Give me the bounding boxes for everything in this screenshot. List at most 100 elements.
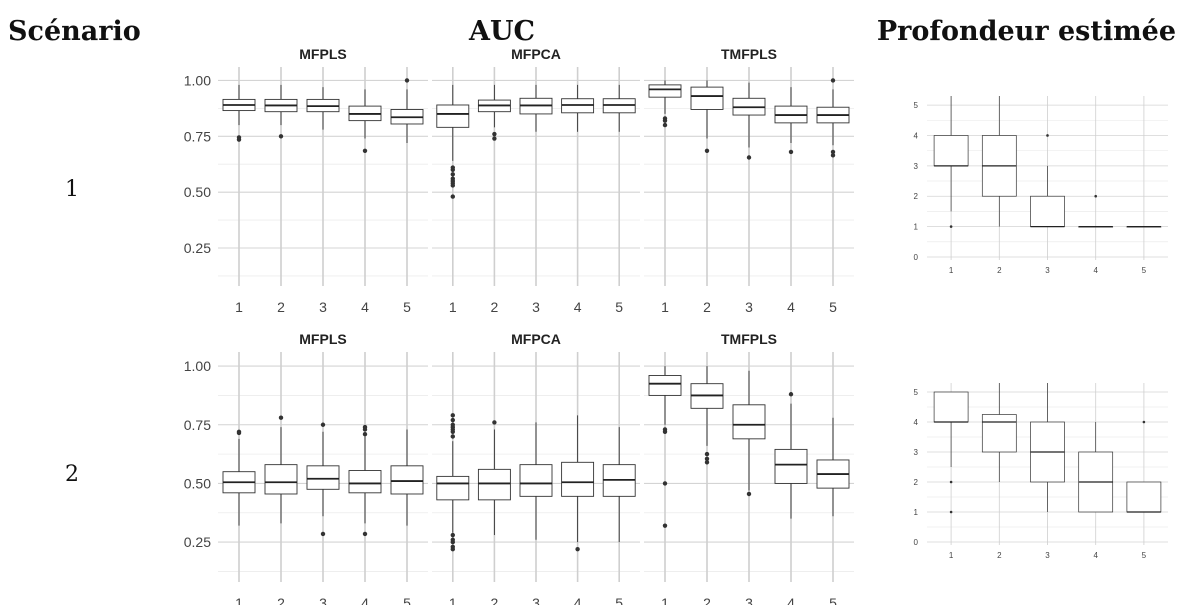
box-4 (348, 424, 382, 537)
box-1 (222, 429, 256, 526)
box-iqr (774, 448, 808, 484)
box-1 (933, 96, 969, 228)
x-tick-label: 4 (787, 595, 795, 605)
box-1 (648, 366, 682, 528)
box-2 (690, 366, 724, 465)
x-tick-label: 3 (1045, 551, 1050, 560)
box-3 (1030, 134, 1065, 228)
x-tick-label: 4 (361, 299, 369, 315)
box-2 (477, 84, 511, 141)
box-1 (648, 80, 682, 128)
outlier-point (830, 78, 836, 83)
outlier-point (830, 149, 836, 155)
box-3 (519, 84, 553, 132)
y-tick-label: 1 (914, 223, 919, 232)
outlier-point (492, 420, 497, 425)
panel-2-tmfpls: TMFPLS 1 2 3 4 5 (644, 331, 854, 605)
y-tick-label: 1.00 (184, 358, 211, 374)
outlier-point (320, 422, 326, 427)
outlier-point (404, 78, 410, 83)
panel-2-mfpls: MFPLS 0.25 0.50 0.75 1.00 1 2 3 4 5 (184, 331, 428, 605)
outlier-point (704, 451, 710, 457)
box-iqr (648, 375, 682, 396)
outlier-point (450, 417, 455, 423)
y-tick-label: 0.75 (184, 128, 211, 144)
y-tick-label: 0 (914, 253, 919, 262)
box-5 (602, 427, 636, 543)
x-tick-label: 4 (1093, 551, 1098, 560)
x-tick-label: 1 (235, 595, 243, 605)
outlier-point (662, 429, 668, 434)
y-tick-label: 3 (914, 162, 919, 171)
box-3 (732, 82, 766, 160)
box-iqr (690, 86, 724, 110)
outlier-point (704, 148, 710, 154)
outlier-point (450, 429, 455, 434)
box-3 (519, 422, 553, 540)
x-tick-label: 1 (661, 299, 669, 315)
panel-1-tmfpls: TMFPLS 1 2 3 4 5 (644, 46, 854, 315)
outlier-point (746, 155, 752, 160)
y-tick-label: 1 (914, 508, 919, 517)
box-iqr (390, 465, 424, 495)
outlier-point (450, 172, 455, 177)
panel-2-profondeur-estim-e: 0 1 2 3 4 5 1 2 3 4 5 (914, 383, 1168, 560)
x-tick-label: 2 (277, 299, 285, 315)
x-tick-label: 1 (235, 299, 243, 315)
outlier-point (450, 539, 455, 545)
outlier-point (492, 136, 497, 141)
box-iqr (1030, 195, 1065, 227)
box-4 (1078, 422, 1114, 513)
x-tick-label: 4 (574, 595, 582, 605)
box-4 (1078, 194, 1114, 228)
box-iqr (306, 465, 340, 490)
outlier-point (662, 118, 668, 123)
outlier-point (949, 225, 953, 228)
outlier-point (450, 546, 455, 552)
box-iqr (1126, 481, 1162, 513)
box-4 (774, 392, 808, 519)
box-3 (732, 370, 766, 497)
panel-1-profondeur-estim-e: 0 1 2 3 4 5 1 2 3 4 5 (914, 96, 1168, 275)
box-2 (477, 420, 511, 536)
outlier-point (450, 167, 455, 172)
outlier-point (362, 427, 368, 432)
box-3 (1030, 383, 1065, 512)
box-iqr (264, 464, 298, 495)
outlier-point (704, 460, 710, 465)
box-iqr (933, 391, 969, 423)
panel-title: TMFPLS (721, 331, 777, 347)
outlier-point (1142, 420, 1146, 424)
outlier-point (362, 148, 368, 154)
x-tick-label: 3 (319, 299, 327, 315)
box-4 (774, 87, 808, 155)
box-5 (1126, 420, 1162, 513)
y-tick-label: 4 (914, 131, 919, 140)
x-tick-label: 1 (449, 595, 457, 605)
box-iqr (348, 470, 382, 494)
box-iqr (436, 104, 470, 128)
y-tick-label: 0.75 (184, 417, 211, 433)
y-tick-label: 0.50 (184, 475, 211, 491)
x-tick-label: 5 (1142, 266, 1147, 275)
x-tick-label: 2 (491, 299, 499, 315)
y-tick-label: 5 (914, 388, 919, 397)
x-tick-label: 1 (661, 595, 669, 605)
box-5 (390, 78, 424, 143)
x-tick-label: 3 (532, 595, 540, 605)
box-5 (390, 429, 424, 526)
panel-title: MFPCA (511, 46, 561, 62)
row-label-2: 2 (65, 462, 79, 487)
x-tick-label: 3 (532, 299, 540, 315)
y-tick-label: 2 (914, 478, 919, 487)
x-tick-label: 4 (787, 299, 795, 315)
box-iqr (933, 135, 969, 167)
box-1 (436, 84, 470, 199)
box-1 (436, 413, 470, 552)
outlier-point (788, 149, 794, 155)
outlier-point (450, 413, 455, 418)
y-tick-label: 0.25 (184, 534, 211, 550)
panel-1-mfpca: MFPCA 1 2 3 4 5 (432, 46, 640, 315)
box-4 (348, 89, 382, 154)
